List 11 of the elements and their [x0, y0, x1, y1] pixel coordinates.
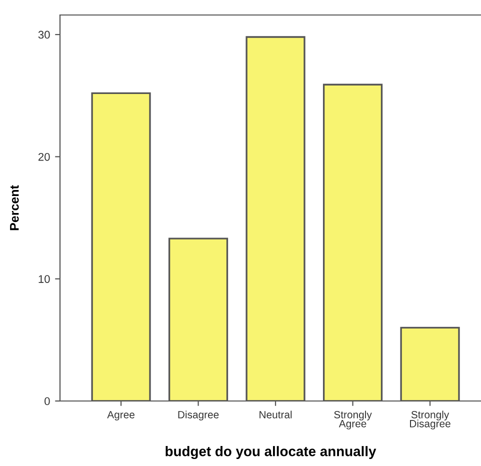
- x-axis-title: budget do you allocate annually: [166, 446, 376, 460]
- y-tick-label: 0: [44, 397, 50, 406]
- x-tick-label: Disagree: [178, 410, 219, 420]
- y-tick-label: 10: [38, 275, 50, 283]
- y-tick-label: 20: [38, 152, 50, 161]
- y-axis-title: Percent: [10, 185, 19, 230]
- x-tick-label: Strongly Disagree: [410, 410, 450, 430]
- y-tick-label: 30: [38, 30, 50, 39]
- x-tick-label: Agree: [107, 411, 134, 420]
- x-tick-label: Strongly Agree: [334, 410, 372, 430]
- x-tick-label: Neutral: [260, 410, 292, 418]
